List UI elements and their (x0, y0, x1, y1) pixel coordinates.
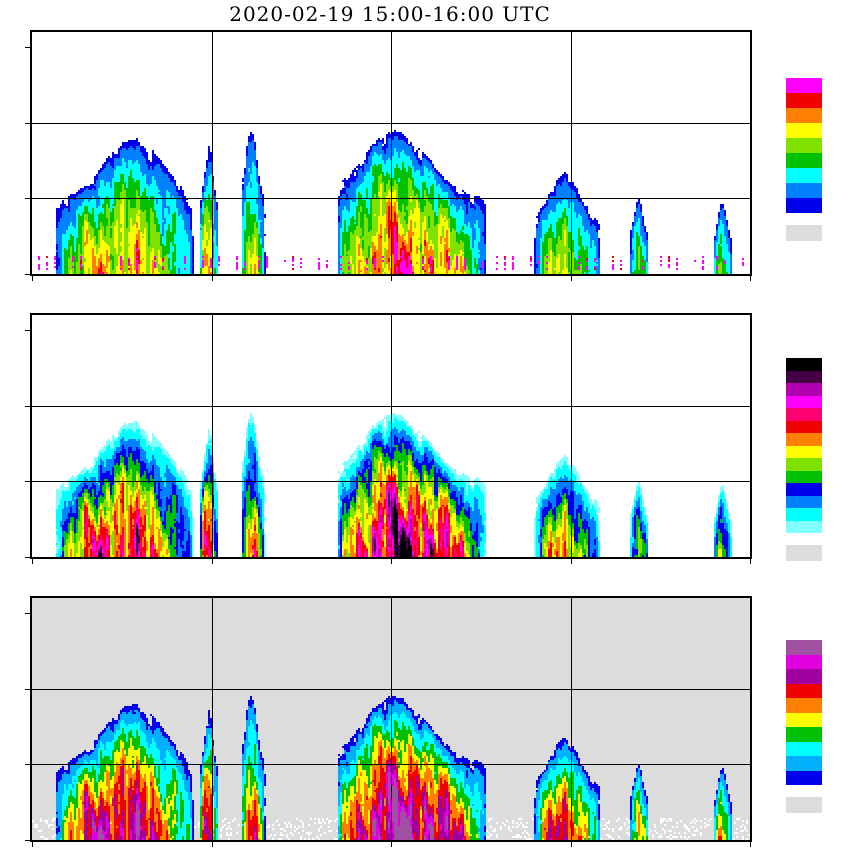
y-tickmark-rain-intensity-0 (25, 557, 30, 558)
gridline-t30 (391, 32, 392, 274)
colorbar-strip-fall-velocity (786, 78, 822, 213)
colorbar-miss-swatch-fall-velocity (786, 225, 822, 241)
colorbar-band-rain-intensity-10 (786, 483, 822, 496)
y-tickmark-fall-velocity-0 (25, 274, 30, 275)
colorbar-band-fall-velocity-7 (786, 183, 822, 198)
colorbar-band-reflectivity-1 (786, 654, 822, 669)
x-tickmark-reflectivity-2 (391, 842, 392, 847)
colorbar-band-reflectivity-4 (786, 698, 822, 713)
x-tickmark-rain-intensity-4 (750, 559, 751, 564)
colorbar-band-fall-velocity-3 (786, 123, 822, 138)
x-tickmark-fall-velocity-1 (212, 276, 213, 281)
colorbar-band-reflectivity-5 (786, 712, 822, 727)
colorbar-band-reflectivity-8 (786, 756, 822, 771)
colorbar-band-reflectivity-7 (786, 741, 822, 756)
y-tickmark-reflectivity-0 (25, 840, 30, 841)
colorbar-miss-swatch-reflectivity (786, 797, 822, 813)
y-tickmark-fall-velocity-2 (25, 123, 30, 124)
x-tickmark-reflectivity-3 (571, 842, 572, 847)
colorbar-band-rain-intensity-0 (786, 358, 822, 371)
y-tickmark-rain-intensity-1 (25, 481, 30, 482)
colorbar-band-fall-velocity-2 (786, 108, 822, 123)
colorbar-band-fall-velocity-6 (786, 168, 822, 183)
colorbar-band-rain-intensity-11 (786, 495, 822, 508)
gridline-t15 (212, 315, 213, 557)
colorbar-band-reflectivity-2 (786, 669, 822, 684)
x-tickmark-reflectivity-1 (212, 842, 213, 847)
colorbar-band-rain-intensity-1 (786, 370, 822, 383)
colorbar-band-fall-velocity-5 (786, 153, 822, 168)
colorbar-band-fall-velocity-4 (786, 138, 822, 153)
y-tickmark-rain-intensity-2 (25, 406, 30, 407)
x-tickmark-rain-intensity-0 (32, 559, 33, 564)
page-title: 2020-02-19 15:00-16:00 UTC (229, 2, 551, 26)
y-tickmark-reflectivity-1 (25, 764, 30, 765)
y-tickmark-reflectivity-2 (25, 689, 30, 690)
x-tickmark-reflectivity-0 (32, 842, 33, 847)
x-tickmark-reflectivity-4 (750, 842, 751, 847)
x-tickmark-fall-velocity-0 (32, 276, 33, 281)
colorbar-band-fall-velocity-8 (786, 198, 822, 213)
colorbar-strip-rain-intensity (786, 358, 822, 533)
colorbar-band-rain-intensity-13 (786, 520, 822, 533)
x-tickmark-rain-intensity-1 (212, 559, 213, 564)
x-tickmark-rain-intensity-3 (571, 559, 572, 564)
gridline-t45 (571, 598, 572, 840)
colorbar-band-rain-intensity-4 (786, 408, 822, 421)
colorbar-band-rain-intensity-2 (786, 383, 822, 396)
colorbar-band-rain-intensity-12 (786, 508, 822, 521)
gridline-t30 (391, 598, 392, 840)
colorbar-band-reflectivity-3 (786, 683, 822, 698)
colorbar-miss-swatch-rain-intensity (786, 545, 822, 561)
plot-area-fall-velocity (30, 30, 752, 276)
gridline-t15 (212, 598, 213, 840)
gridline-t15 (212, 32, 213, 274)
x-tickmark-fall-velocity-2 (391, 276, 392, 281)
y-tickmark-fall-velocity-1 (25, 198, 30, 199)
x-tickmark-rain-intensity-2 (391, 559, 392, 564)
gridline-t45 (571, 32, 572, 274)
colorbar-strip-reflectivity (786, 640, 822, 785)
x-tickmark-fall-velocity-3 (571, 276, 572, 281)
colorbar-band-rain-intensity-5 (786, 420, 822, 433)
colorbar-band-fall-velocity-0 (786, 78, 822, 93)
y-tickmark-fall-velocity-3 (25, 47, 30, 48)
colorbar-band-rain-intensity-6 (786, 433, 822, 446)
y-tickmark-rain-intensity-3 (25, 330, 30, 331)
x-tickmark-fall-velocity-4 (750, 276, 751, 281)
colorbar-band-fall-velocity-1 (786, 93, 822, 108)
colorbar-band-rain-intensity-8 (786, 458, 822, 471)
colorbar-band-rain-intensity-7 (786, 445, 822, 458)
colorbar-band-rain-intensity-3 (786, 395, 822, 408)
gridline-t45 (571, 315, 572, 557)
plot-area-rain-intensity (30, 313, 752, 559)
gridline-t30 (391, 315, 392, 557)
colorbar-band-reflectivity-6 (786, 727, 822, 742)
colorbar-band-reflectivity-0 (786, 640, 822, 655)
y-tickmark-reflectivity-3 (25, 613, 30, 614)
colorbar-band-reflectivity-9 (786, 770, 822, 785)
plot-area-reflectivity (30, 596, 752, 842)
colorbar-band-rain-intensity-9 (786, 470, 822, 483)
